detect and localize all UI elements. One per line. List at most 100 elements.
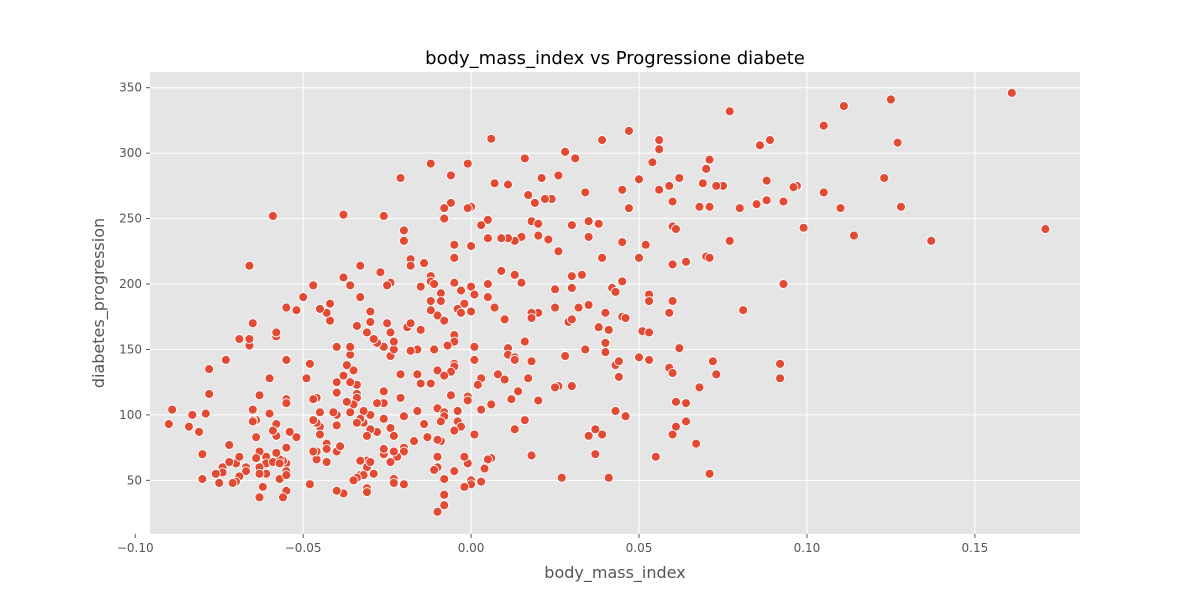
data-point xyxy=(610,406,621,416)
data-point xyxy=(412,406,423,416)
data-point xyxy=(429,279,440,289)
data-point xyxy=(462,203,473,214)
data-point xyxy=(694,382,705,393)
data-point xyxy=(281,354,292,365)
data-point xyxy=(1006,87,1017,98)
data-point xyxy=(550,382,560,393)
data-point xyxy=(503,179,513,190)
data-point xyxy=(304,479,315,490)
data-point xyxy=(529,197,540,208)
data-point xyxy=(351,417,362,428)
data-point xyxy=(314,303,325,314)
data-point xyxy=(536,173,547,183)
data-point xyxy=(644,296,655,306)
data-point xyxy=(701,163,712,174)
data-point xyxy=(365,457,376,467)
data-point xyxy=(778,196,789,207)
data-point xyxy=(634,352,644,363)
data-point xyxy=(775,373,786,384)
data-point xyxy=(412,369,423,380)
data-point xyxy=(734,203,745,214)
x-tick-label: −0.10 xyxy=(117,541,154,555)
data-point xyxy=(439,213,450,224)
data-point xyxy=(761,195,772,206)
data-point xyxy=(345,341,356,352)
data-point xyxy=(325,298,335,309)
data-point xyxy=(365,306,376,317)
data-point xyxy=(341,396,352,407)
data-point xyxy=(593,322,604,333)
data-point xyxy=(449,277,460,288)
data-point xyxy=(560,351,571,361)
data-point xyxy=(368,334,379,344)
data-point xyxy=(469,341,480,352)
data-point xyxy=(573,302,584,313)
data-point xyxy=(321,457,332,467)
data-point xyxy=(267,211,278,221)
data-point xyxy=(395,173,406,183)
data-point xyxy=(526,450,537,461)
data-point xyxy=(331,341,342,352)
x-tick-label: 0.05 xyxy=(626,541,653,555)
data-point xyxy=(583,430,594,441)
data-point xyxy=(415,281,426,292)
data-point xyxy=(644,354,655,365)
data-point xyxy=(274,458,285,469)
data-point xyxy=(234,334,245,344)
data-point xyxy=(348,365,359,376)
data-point xyxy=(425,378,436,389)
data-point xyxy=(462,395,473,406)
data-point xyxy=(234,451,245,462)
data-point xyxy=(486,399,497,410)
data-point xyxy=(429,464,440,475)
data-point xyxy=(398,446,409,457)
data-point xyxy=(388,430,399,441)
data-point xyxy=(449,252,460,263)
data-point xyxy=(331,377,342,388)
data-point xyxy=(375,267,386,278)
data-points xyxy=(163,87,1051,517)
data-point xyxy=(301,373,312,384)
data-point xyxy=(519,415,530,426)
data-point xyxy=(409,436,419,447)
y-axis-label: diabetes_progression xyxy=(89,218,109,388)
data-point xyxy=(466,306,477,317)
data-point xyxy=(761,175,772,186)
data-point xyxy=(479,463,490,474)
data-point xyxy=(415,378,426,389)
data-point xyxy=(395,369,406,380)
data-point xyxy=(449,466,460,477)
data-point xyxy=(264,373,275,384)
data-point xyxy=(257,481,268,492)
data-point xyxy=(674,173,685,183)
data-point xyxy=(472,379,483,390)
data-point xyxy=(388,446,399,457)
data-point xyxy=(681,398,691,409)
data-point xyxy=(674,343,685,354)
x-tick-label: 0.10 xyxy=(794,541,821,555)
data-point xyxy=(513,386,524,397)
data-point xyxy=(499,314,510,325)
data-point xyxy=(398,479,409,490)
data-point xyxy=(835,203,846,214)
data-point xyxy=(697,178,708,189)
data-point xyxy=(432,434,443,445)
data-point xyxy=(566,271,577,282)
data-point xyxy=(445,170,456,181)
data-point xyxy=(345,377,356,388)
data-point xyxy=(647,157,658,168)
data-point xyxy=(355,292,366,303)
data-point xyxy=(449,425,460,436)
data-point xyxy=(251,432,262,443)
data-point xyxy=(308,415,319,426)
data-point xyxy=(398,225,409,236)
data-point xyxy=(623,125,634,136)
data-point xyxy=(603,472,614,483)
data-point xyxy=(566,282,577,293)
data-point xyxy=(590,424,601,435)
data-point xyxy=(388,478,399,488)
data-point xyxy=(671,224,681,235)
data-point xyxy=(533,218,544,229)
data-point xyxy=(331,387,342,398)
